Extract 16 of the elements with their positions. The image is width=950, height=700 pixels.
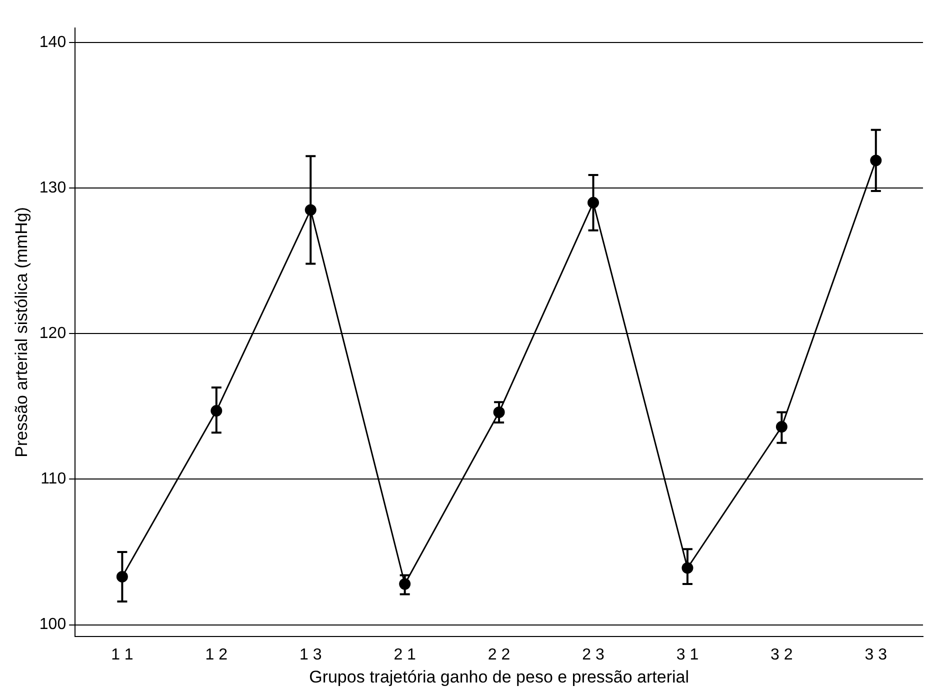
y-tick-label: 120 [39,325,66,342]
x-tick-label: 3 2 [770,646,793,664]
x-tick-label: 1 2 [205,646,228,664]
y-tick-label: 140 [39,34,66,51]
x-tick-label: 2 2 [488,646,510,664]
x-tick-label: 3 1 [676,646,699,664]
x-tick-label: 3 3 [864,646,888,664]
x-axis-title: Grupos trajetória ganho de peso e pressão arterial [309,667,689,686]
x-tick-label: 1 3 [300,646,322,664]
x-tick-label: 2 3 [582,646,604,664]
y-axis-title: Pressão arterial sistólica (mmHg) [12,207,31,458]
y-tick-label: 130 [39,180,66,197]
y-tick-label: 100 [39,616,66,634]
y-tick-label: 110 [40,470,66,488]
x-tick-label: 2 1 [394,646,416,664]
x-tick-label: 1 1 [111,646,134,664]
